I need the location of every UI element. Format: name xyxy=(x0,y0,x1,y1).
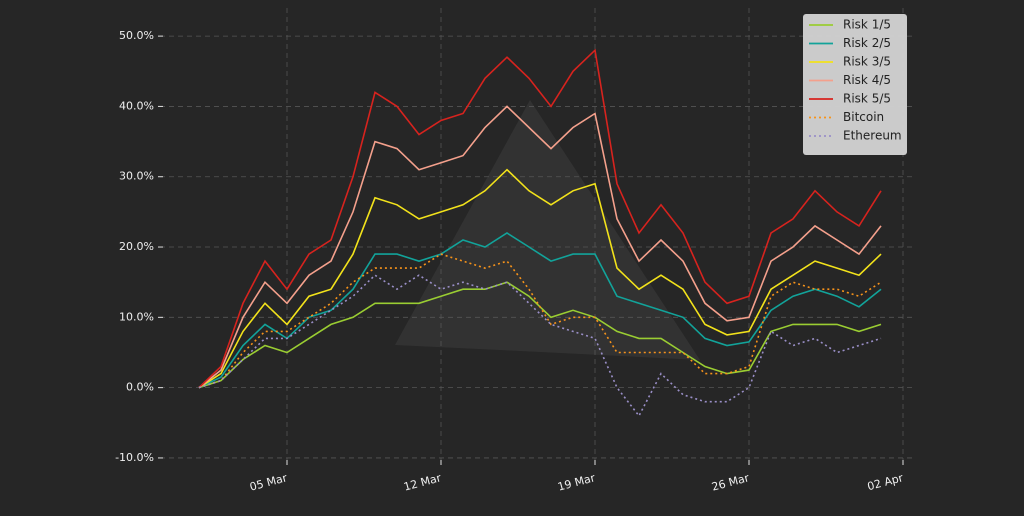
series-line xyxy=(198,48,882,389)
series-line xyxy=(198,232,882,389)
series-line xyxy=(198,168,882,389)
series-line xyxy=(198,253,882,389)
series-line xyxy=(198,274,882,418)
legend-label: Risk 1/5 xyxy=(843,18,891,32)
legend-label: Risk 5/5 xyxy=(843,92,891,106)
x-tick-label: 26 Mar xyxy=(710,471,751,494)
legend-label: Risk 3/5 xyxy=(843,55,891,69)
y-tick-label: 20.0% xyxy=(119,240,154,253)
series-line xyxy=(198,105,882,389)
legend: Risk 1/5 Risk 2/5 Risk 3/5 Risk 4/5 Risk 5/5… xyxy=(803,14,907,155)
watermark xyxy=(395,100,700,360)
legend-label: Bitcoin xyxy=(843,110,884,124)
y-tick-label: 50.0% xyxy=(119,29,154,42)
x-tick-label: 02 Apr xyxy=(866,471,905,493)
y-tick-label: 10.0% xyxy=(119,310,154,323)
y-tick-label: 40.0% xyxy=(119,99,154,112)
y-tick-label: 0.0% xyxy=(126,381,154,394)
legend-label: Ethereum xyxy=(843,129,902,143)
x-tick-label: 12 Mar xyxy=(402,471,443,494)
x-tick-label: 05 Mar xyxy=(248,471,289,494)
y-tick-label: 30.0% xyxy=(119,170,154,183)
x-tick-label: 19 Mar xyxy=(556,471,597,494)
legend-label: Risk 4/5 xyxy=(843,73,891,87)
y-tick-label: -10.0% xyxy=(115,451,154,464)
legend-label: Risk 2/5 xyxy=(843,36,891,50)
legend-box xyxy=(803,14,907,155)
